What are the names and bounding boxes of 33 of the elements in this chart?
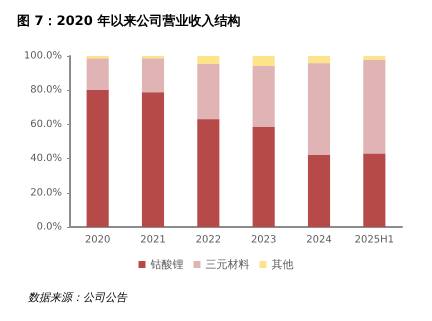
bar — [363, 60, 386, 154]
bar — [197, 64, 220, 120]
x-tick-label: 2022 — [196, 234, 222, 246]
y-tick-label: 80.0% — [30, 84, 62, 96]
bar — [363, 56, 386, 60]
bar — [252, 56, 275, 66]
x-tick-label: 2025H1 — [354, 234, 394, 246]
source-note: 数据来源：公司公告 — [28, 291, 128, 304]
y-tick-label: 40.0% — [30, 153, 62, 164]
x-tick-label: 2021 — [140, 234, 166, 246]
x-tick-label: 2020 — [84, 234, 110, 246]
y-tick-label: 60.0% — [30, 118, 62, 130]
legend-label: 钴酸锂 — [150, 258, 184, 271]
bar — [197, 56, 220, 64]
legend-label: 其他 — [272, 258, 294, 271]
y-tick-label: 0.0% — [36, 222, 62, 232]
y-tick-label: 20.0% — [30, 187, 62, 198]
chart-title: 图 7：2020 年以来公司营业收入结构 — [17, 13, 240, 29]
y-tick-label: 100.0% — [24, 50, 62, 62]
bar — [252, 66, 275, 127]
bar — [142, 58, 164, 92]
bar — [86, 58, 109, 90]
bar — [142, 92, 164, 227]
bar — [363, 154, 386, 227]
bar — [197, 119, 220, 227]
bar — [308, 155, 330, 227]
bar — [308, 63, 330, 156]
bar — [86, 90, 109, 227]
x-tick-label: 2024 — [306, 234, 332, 246]
bar — [308, 56, 330, 64]
legend-label: 三元材料 — [206, 258, 250, 271]
x-tick-label: 2023 — [250, 234, 276, 246]
bar — [252, 126, 275, 227]
